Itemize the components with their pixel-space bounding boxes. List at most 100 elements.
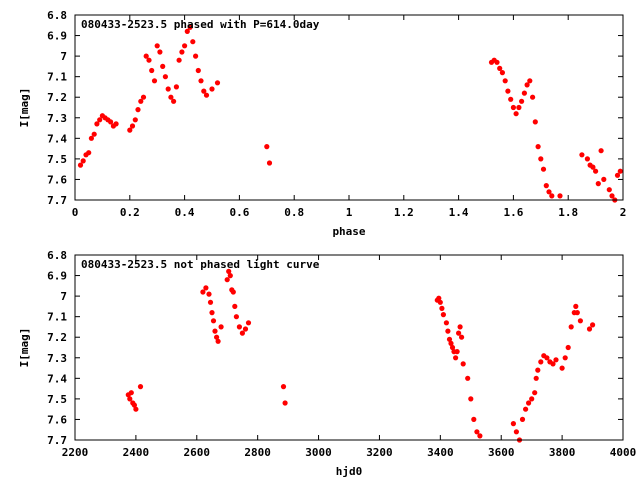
- data-point: [477, 433, 483, 439]
- data-point: [459, 334, 465, 340]
- data-point: [227, 273, 233, 279]
- data-point: [586, 326, 593, 332]
- data-point: [200, 289, 206, 295]
- data-point: [453, 355, 459, 361]
- data-point: [538, 156, 544, 162]
- data-point: [171, 98, 177, 104]
- data-point: [193, 53, 199, 59]
- data-point: [559, 365, 565, 371]
- x-tick-label: 2400: [123, 446, 150, 459]
- data-point: [519, 416, 526, 422]
- data-point: [157, 49, 163, 55]
- data-point: [203, 92, 210, 98]
- data-point: [151, 78, 158, 84]
- x-tick-label: 0.8: [284, 206, 304, 219]
- data-point: [88, 135, 94, 141]
- data-point: [446, 336, 453, 342]
- data-point: [474, 429, 480, 435]
- x-tick-label: 4000: [610, 446, 637, 459]
- data-point: [214, 80, 221, 86]
- data-point: [532, 119, 538, 125]
- x-tick-label: 1.2: [394, 206, 414, 219]
- plot-frame: [74, 14, 624, 201]
- data-point: [535, 144, 541, 150]
- y-tick-label: 7.2: [47, 331, 67, 344]
- y-tick-label: 7.2: [47, 91, 67, 104]
- y-tick-label: 6.9: [47, 30, 67, 43]
- data-point: [499, 70, 505, 76]
- data-points: [77, 24, 623, 203]
- y-tick-label: 7.1: [47, 71, 67, 84]
- plot-frame: [74, 254, 624, 441]
- y-tick-label: 7.3: [47, 112, 67, 125]
- data-point: [232, 303, 238, 309]
- data-point: [449, 344, 456, 351]
- data-point: [550, 361, 556, 367]
- data-point: [448, 340, 454, 346]
- data-point: [510, 104, 516, 111]
- y-tick-label: 7.6: [47, 413, 67, 426]
- data-point: [540, 166, 547, 172]
- data-point: [617, 168, 623, 174]
- data-point: [440, 312, 446, 318]
- data-point: [590, 164, 596, 170]
- data-point: [562, 355, 568, 361]
- data-point: [530, 94, 536, 100]
- data-point: [598, 148, 604, 154]
- data-point: [577, 318, 584, 324]
- x-tick-label: 2: [620, 206, 627, 219]
- data-point: [198, 78, 204, 84]
- x-tick-label: 3200: [366, 446, 393, 459]
- data-point: [519, 98, 525, 104]
- data-point: [236, 324, 242, 330]
- data-point: [456, 330, 462, 336]
- data-point: [207, 299, 214, 305]
- data-point: [468, 396, 474, 402]
- data-point: [187, 24, 193, 30]
- y-tick-label: 7.5: [47, 153, 67, 166]
- unphased-light-curve-panel: 2200 2400 2600 2800 3000 3200 3400 3600 3800 4000…: [18, 249, 636, 478]
- y-tick-label: 7.7: [47, 194, 67, 207]
- data-point: [214, 334, 220, 340]
- data-point: [266, 160, 273, 166]
- data-point: [527, 78, 533, 84]
- data-point: [457, 324, 463, 330]
- data-point: [218, 324, 224, 330]
- data-point: [497, 65, 503, 71]
- x-tick-label: 3000: [305, 446, 332, 459]
- x-tick-label: 3400: [427, 446, 454, 459]
- data-point: [138, 98, 144, 104]
- data-point: [614, 172, 621, 178]
- data-point: [226, 268, 232, 274]
- x-tick-label: 0: [72, 206, 79, 219]
- data-point: [195, 67, 201, 74]
- data-point: [521, 90, 528, 96]
- data-point: [113, 121, 119, 127]
- x-tick-label: 3800: [549, 446, 576, 459]
- data-point: [529, 396, 535, 402]
- data-point: [239, 330, 245, 336]
- y-axis-label: I[mag]: [18, 328, 31, 368]
- data-point: [523, 406, 529, 412]
- data-point: [579, 152, 585, 158]
- data-point: [445, 328, 451, 334]
- data-point: [584, 156, 591, 162]
- data-point: [601, 176, 607, 182]
- data-point: [280, 384, 287, 390]
- data-point: [132, 117, 138, 123]
- data-point: [526, 400, 532, 406]
- data-point: [97, 117, 103, 123]
- data-point: [182, 43, 188, 49]
- data-point: [590, 322, 596, 328]
- data-point: [460, 361, 466, 367]
- data-point: [140, 94, 147, 100]
- data-point: [212, 328, 218, 334]
- y-tick-label: 7.3: [47, 352, 67, 365]
- data-point: [230, 289, 236, 295]
- data-point: [510, 421, 516, 427]
- data-point: [437, 299, 443, 305]
- data-point: [471, 416, 477, 422]
- data-point: [176, 57, 182, 63]
- y-tick-label: 7.6: [47, 173, 67, 186]
